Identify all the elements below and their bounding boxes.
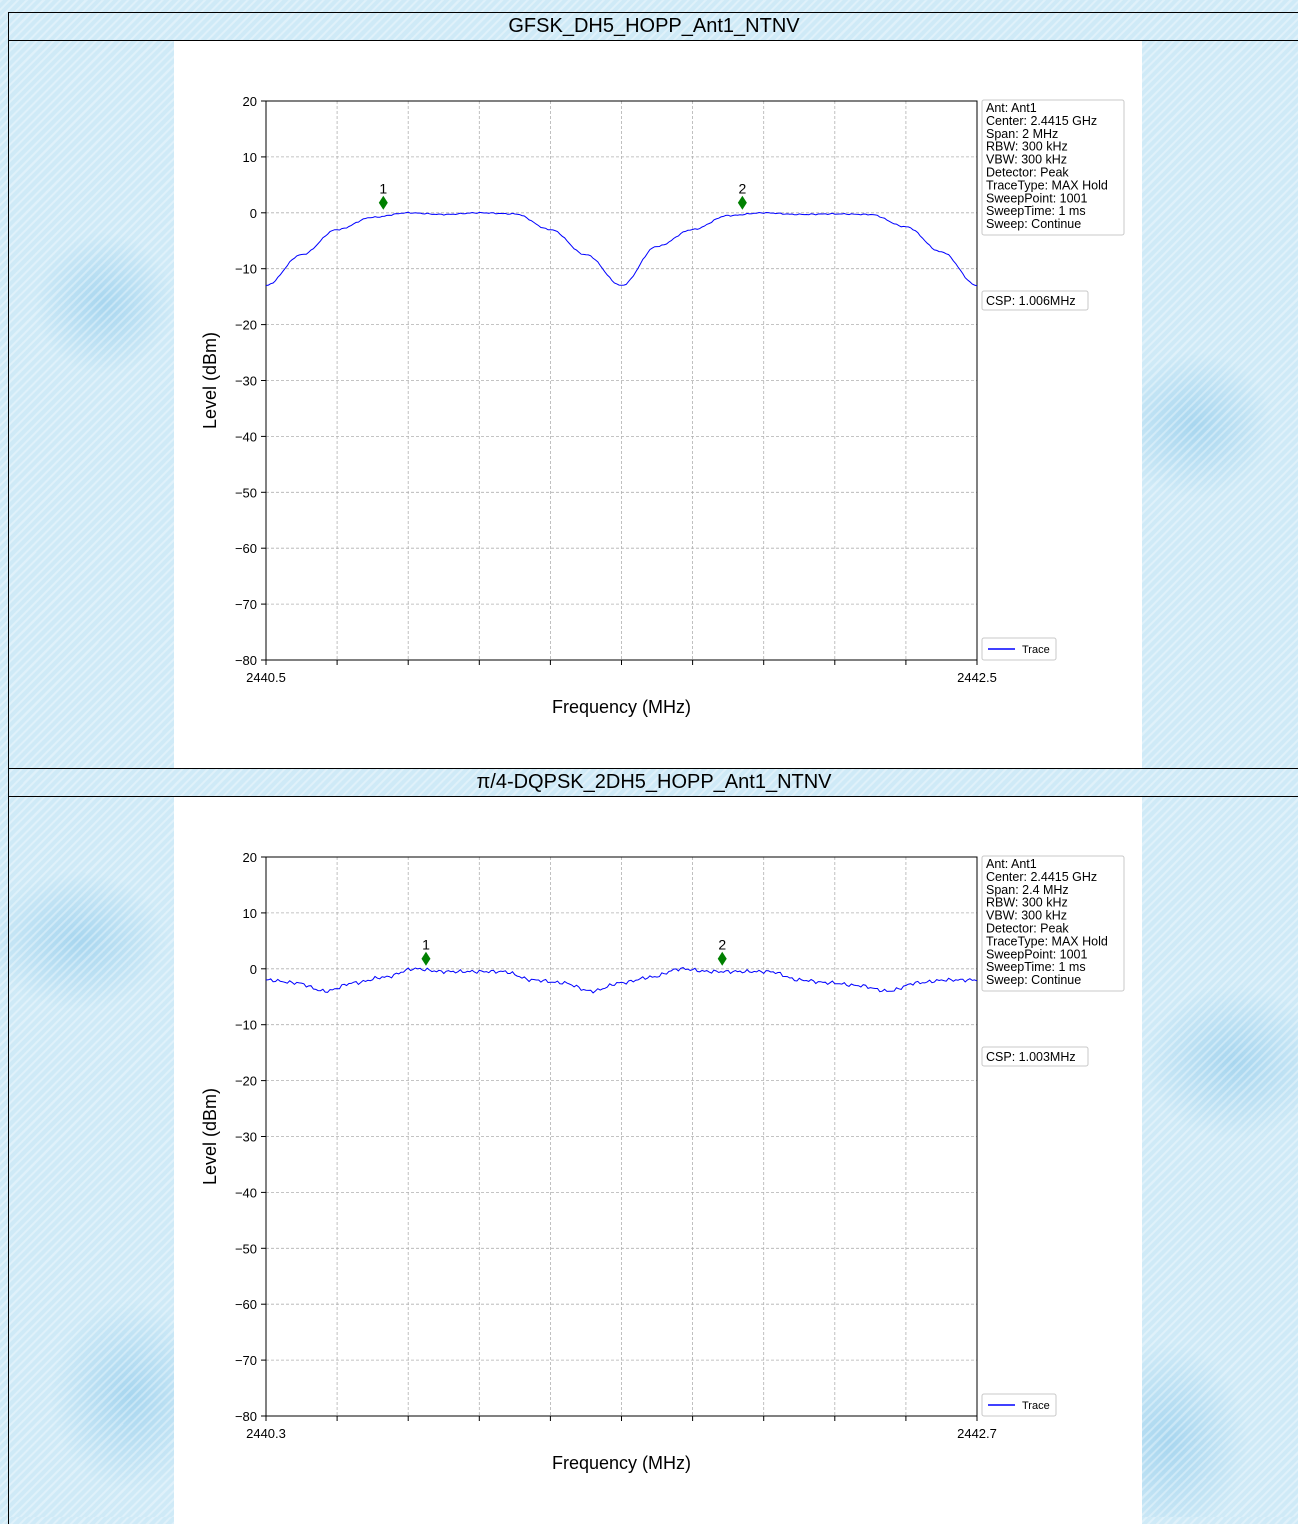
info-line: SweepTime: 1 ms <box>986 960 1086 974</box>
legend-label: Trace <box>1022 1400 1050 1412</box>
legend-frame <box>981 637 1057 661</box>
y-tick-label: 0 <box>250 206 257 221</box>
y-tick-label: 10 <box>243 906 257 921</box>
y-tick-label: −40 <box>235 429 257 444</box>
info-line: Sweep: Continue <box>986 973 1081 987</box>
y-tick-label: −30 <box>235 1130 257 1145</box>
info-line: VBW: 300 kHz <box>986 909 1067 923</box>
grid-lines <box>266 101 977 660</box>
y-tick-label: −30 <box>235 374 257 389</box>
marker-2-icon <box>717 951 727 966</box>
y-tick-label: −20 <box>235 1074 257 1089</box>
y-tick-label: −10 <box>235 262 257 277</box>
info-line: Center: 2.4415 GHz <box>986 114 1097 128</box>
info-line: VBW: 300 kHz <box>986 153 1067 167</box>
chart-2-background <box>174 797 1142 1524</box>
y-tick-label: 10 <box>243 150 257 165</box>
y-axis-label: Level (dBm) <box>200 1088 220 1185</box>
marker-1-icon <box>378 195 388 210</box>
y-tick-label: −80 <box>235 653 257 668</box>
csp-box-frame <box>981 1046 1089 1067</box>
y-tick-label: −40 <box>235 1185 257 1200</box>
y-axis-label: Level (dBm) <box>200 332 220 429</box>
trace-line <box>265 967 978 994</box>
marker-2-icon <box>737 195 747 210</box>
marker-2-label: 2 <box>718 937 726 953</box>
legend-frame <box>981 1393 1057 1417</box>
y-tick-label: 0 <box>250 962 257 977</box>
trace-line <box>265 211 978 287</box>
info-line: SweepTime: 1 ms <box>986 204 1086 218</box>
legend-label: Trace <box>1022 644 1050 656</box>
y-tick-label: −70 <box>235 597 257 612</box>
x-tick-label-start: 2440.5 <box>246 670 286 685</box>
chart-1-row: 20 10 0 −10 −20 −30 −40 −50 −60 −70 −80 2440.5 2442.… <box>9 41 1298 768</box>
info-line: SweepPoint: 1001 <box>986 947 1088 961</box>
x-axis-label: Frequency (MHz) <box>552 1453 691 1473</box>
csp-label: CSP: 1.003MHz <box>986 1050 1076 1064</box>
chart-2-svg: 20 10 0 −10 −20 −30 −40 −50 −60 −70 −80 2440.3 2442.… <box>200 850 1125 1473</box>
y-tick-label: 20 <box>243 850 257 865</box>
csp-label: CSP: 1.006MHz <box>986 294 1076 308</box>
results-table: GFSK_DH5_HOPP_Ant1_NTNV 20 10 0 −10 −20 −30 −4… <box>8 12 1298 1524</box>
x-axis-label: Frequency (MHz) <box>552 697 691 717</box>
chart-1-svg: 20 10 0 −10 −20 −30 −40 −50 −60 −70 −80 2440.5 2442.… <box>200 94 1125 717</box>
y-tick-label: 20 <box>243 94 257 109</box>
info-line: Span: 2.4 MHz <box>986 883 1069 897</box>
info-line: Center: 2.4415 GHz <box>986 870 1097 884</box>
info-line: TraceType: MAX Hold <box>986 934 1108 948</box>
info-line: RBW: 300 kHz <box>986 896 1068 910</box>
csp-box-frame <box>981 290 1089 311</box>
info-line: Detector: Peak <box>986 922 1069 936</box>
marker-1-label: 1 <box>379 181 387 197</box>
y-tick-label: −80 <box>235 1409 257 1424</box>
x-tick-label-end: 2442.5 <box>957 670 997 685</box>
info-line: Sweep: Continue <box>986 217 1081 231</box>
info-line: SweepPoint: 1001 <box>986 191 1088 205</box>
x-tick-label-start: 2440.3 <box>246 1426 286 1441</box>
chart-2-title: π/4-DQPSK_2DH5_HOPP_Ant1_NTNV <box>9 768 1298 797</box>
y-tick-label: −70 <box>235 1353 257 1368</box>
y-tick-label: −50 <box>235 485 257 500</box>
y-tick-label: −50 <box>235 1241 257 1256</box>
marker-1-label: 1 <box>422 937 430 953</box>
info-box-frame <box>981 855 1125 992</box>
grid-lines <box>266 857 977 1416</box>
y-tick-label: −10 <box>235 1018 257 1033</box>
chart-1-background <box>174 41 1142 768</box>
marker-2-label: 2 <box>738 181 746 197</box>
info-line: Ant: Ant1 <box>986 101 1037 115</box>
info-line: RBW: 300 kHz <box>986 140 1068 154</box>
chart-1-title: GFSK_DH5_HOPP_Ant1_NTNV <box>9 12 1298 41</box>
info-line: TraceType: MAX Hold <box>986 178 1108 192</box>
x-tick-label-end: 2442.7 <box>957 1426 997 1441</box>
marker-1-icon <box>421 951 431 966</box>
info-line: Span: 2 MHz <box>986 127 1058 141</box>
info-box-frame <box>981 99 1125 236</box>
y-tick-label: −60 <box>235 541 257 556</box>
info-line: Detector: Peak <box>986 166 1069 180</box>
info-line: Ant: Ant1 <box>986 857 1037 871</box>
chart-2-row: 20 10 0 −10 −20 −30 −40 −50 −60 −70 −80 2440.3 2442.… <box>9 797 1298 1524</box>
y-tick-label: −20 <box>235 318 257 333</box>
y-tick-label: −60 <box>235 1297 257 1312</box>
